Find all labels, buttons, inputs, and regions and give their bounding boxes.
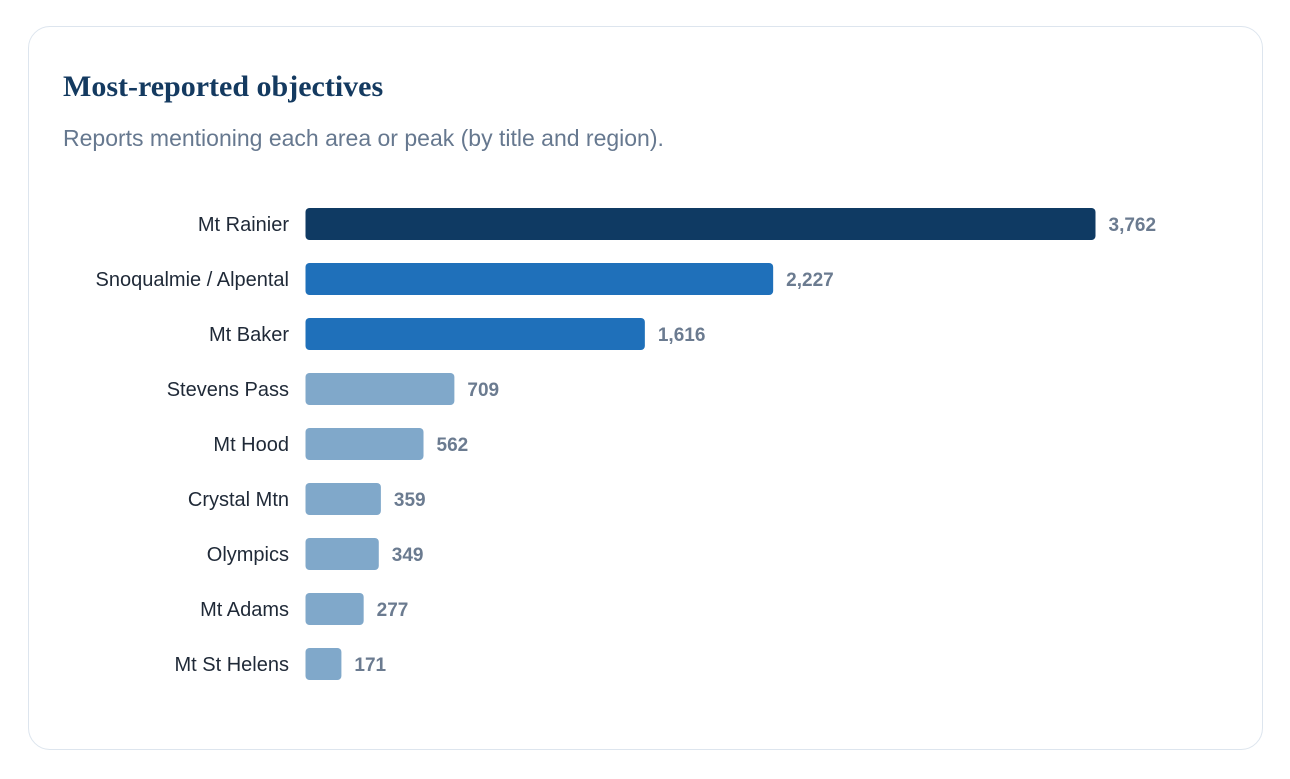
bar xyxy=(305,428,424,460)
value-label: 277 xyxy=(377,600,409,621)
category-label: Crystal Mtn xyxy=(188,489,289,511)
chart-subtitle: Reports mentioning each area or peak (by… xyxy=(63,125,664,151)
chart-card xyxy=(28,26,1263,750)
bar xyxy=(305,318,645,350)
bar xyxy=(305,648,342,680)
value-label: 562 xyxy=(437,435,469,456)
bar xyxy=(305,373,455,405)
value-label: 1,616 xyxy=(658,325,706,346)
value-label: 2,227 xyxy=(786,270,834,291)
bar xyxy=(305,263,774,295)
category-label: Mt Baker xyxy=(209,324,289,346)
value-label: 359 xyxy=(394,490,426,511)
category-label: Mt Rainier xyxy=(198,214,289,236)
value-label: 709 xyxy=(467,380,499,401)
bar xyxy=(305,538,379,570)
value-label: 171 xyxy=(354,655,386,676)
bar xyxy=(305,208,1096,240)
category-label: Stevens Pass xyxy=(167,379,289,401)
value-label: 3,762 xyxy=(1109,215,1157,236)
category-label: Mt Adams xyxy=(200,599,289,621)
category-label: Mt St Helens xyxy=(175,654,289,676)
category-label: Olympics xyxy=(207,544,289,566)
value-label: 349 xyxy=(392,545,424,566)
bar xyxy=(305,483,381,515)
chart-title: Most-reported objectives xyxy=(63,70,384,103)
category-label: Snoqualmie / Alpental xyxy=(96,269,289,291)
bar xyxy=(305,593,364,625)
category-label: Mt Hood xyxy=(213,434,289,456)
